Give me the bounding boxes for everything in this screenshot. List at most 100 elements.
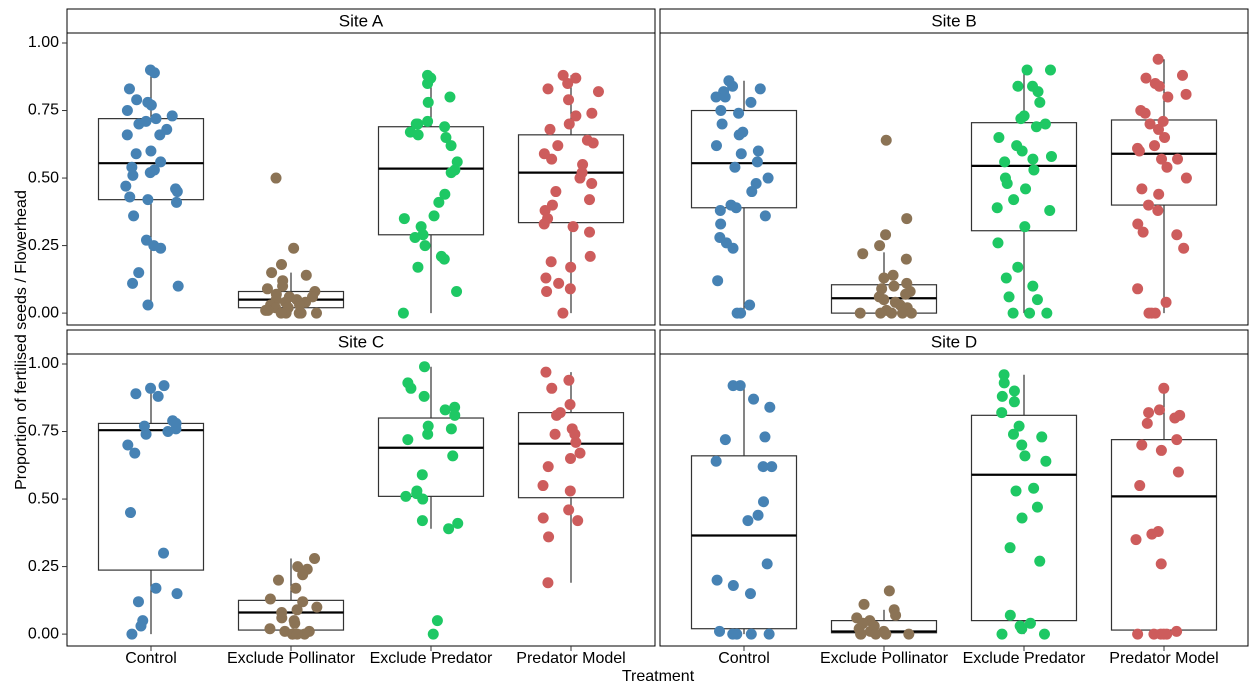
point — [1180, 172, 1192, 184]
point — [1133, 145, 1145, 157]
point — [1019, 450, 1031, 462]
point — [1044, 204, 1056, 216]
point — [754, 83, 766, 95]
point — [745, 96, 757, 108]
point — [433, 196, 445, 208]
point — [451, 286, 463, 298]
point — [1024, 307, 1036, 319]
point — [1143, 307, 1155, 319]
point — [1045, 150, 1057, 162]
point — [1159, 132, 1171, 144]
point — [1160, 296, 1172, 308]
point — [996, 390, 1008, 402]
point — [1021, 64, 1033, 76]
point — [1004, 542, 1016, 554]
point — [1132, 283, 1144, 295]
point — [546, 382, 558, 394]
point — [540, 272, 552, 284]
point — [870, 628, 882, 640]
point — [1171, 625, 1183, 637]
point — [551, 409, 563, 421]
y-axis-label: Proportion of fertilised seeds / Flowerh… — [13, 190, 30, 490]
point — [734, 380, 746, 392]
box — [690, 455, 798, 630]
point — [1004, 609, 1016, 621]
point — [1001, 177, 1013, 189]
point — [874, 240, 886, 252]
point — [291, 604, 303, 616]
point — [557, 69, 569, 81]
point — [405, 382, 417, 394]
point — [445, 140, 457, 152]
y-tick-label: 0.50 — [28, 169, 59, 186]
point — [1161, 161, 1173, 173]
point — [132, 596, 144, 608]
point — [880, 134, 892, 146]
y-tick-label: 0.25 — [28, 237, 59, 254]
point — [1027, 280, 1039, 292]
point — [427, 628, 439, 640]
point — [122, 439, 134, 451]
point — [730, 202, 742, 214]
point — [552, 140, 564, 152]
point — [1169, 412, 1181, 424]
point — [1176, 69, 1188, 81]
point — [1020, 183, 1032, 195]
point — [293, 307, 305, 319]
point — [565, 261, 577, 273]
point — [746, 186, 758, 198]
point — [731, 307, 743, 319]
point — [878, 272, 890, 284]
point — [716, 118, 728, 130]
point — [715, 218, 727, 230]
point — [131, 94, 143, 106]
point — [557, 307, 569, 319]
point — [712, 275, 724, 287]
point — [276, 612, 288, 624]
point — [710, 91, 722, 103]
point — [733, 107, 745, 119]
point — [1027, 153, 1039, 165]
point — [1028, 482, 1040, 494]
point — [998, 377, 1010, 389]
point — [1171, 229, 1183, 241]
point — [1013, 420, 1025, 432]
point — [1152, 53, 1164, 65]
point — [266, 267, 278, 279]
point — [162, 426, 174, 438]
point — [419, 361, 431, 373]
point — [272, 574, 284, 586]
point — [587, 137, 599, 149]
point — [171, 196, 183, 208]
point — [752, 145, 764, 157]
point — [1007, 428, 1019, 440]
point — [764, 401, 776, 413]
point — [1149, 140, 1161, 152]
point — [1146, 528, 1158, 540]
point — [890, 609, 902, 621]
point — [398, 213, 410, 225]
point — [570, 72, 582, 84]
y-tick-label: 0.00 — [28, 625, 59, 642]
strip — [659, 329, 1249, 355]
point — [1044, 64, 1056, 76]
point — [574, 447, 586, 459]
point — [171, 588, 183, 600]
point — [719, 91, 731, 103]
facet-title: Site C — [338, 332, 384, 351]
point — [288, 242, 300, 254]
point — [1007, 307, 1019, 319]
point — [1040, 455, 1052, 467]
point — [875, 307, 887, 319]
point — [422, 115, 434, 127]
point — [542, 461, 554, 473]
point — [563, 504, 575, 516]
point — [710, 455, 722, 467]
point — [878, 294, 890, 306]
point — [900, 253, 912, 265]
point — [419, 240, 431, 252]
point — [546, 153, 558, 165]
point — [1008, 396, 1020, 408]
point — [121, 129, 133, 141]
point — [1152, 204, 1164, 216]
